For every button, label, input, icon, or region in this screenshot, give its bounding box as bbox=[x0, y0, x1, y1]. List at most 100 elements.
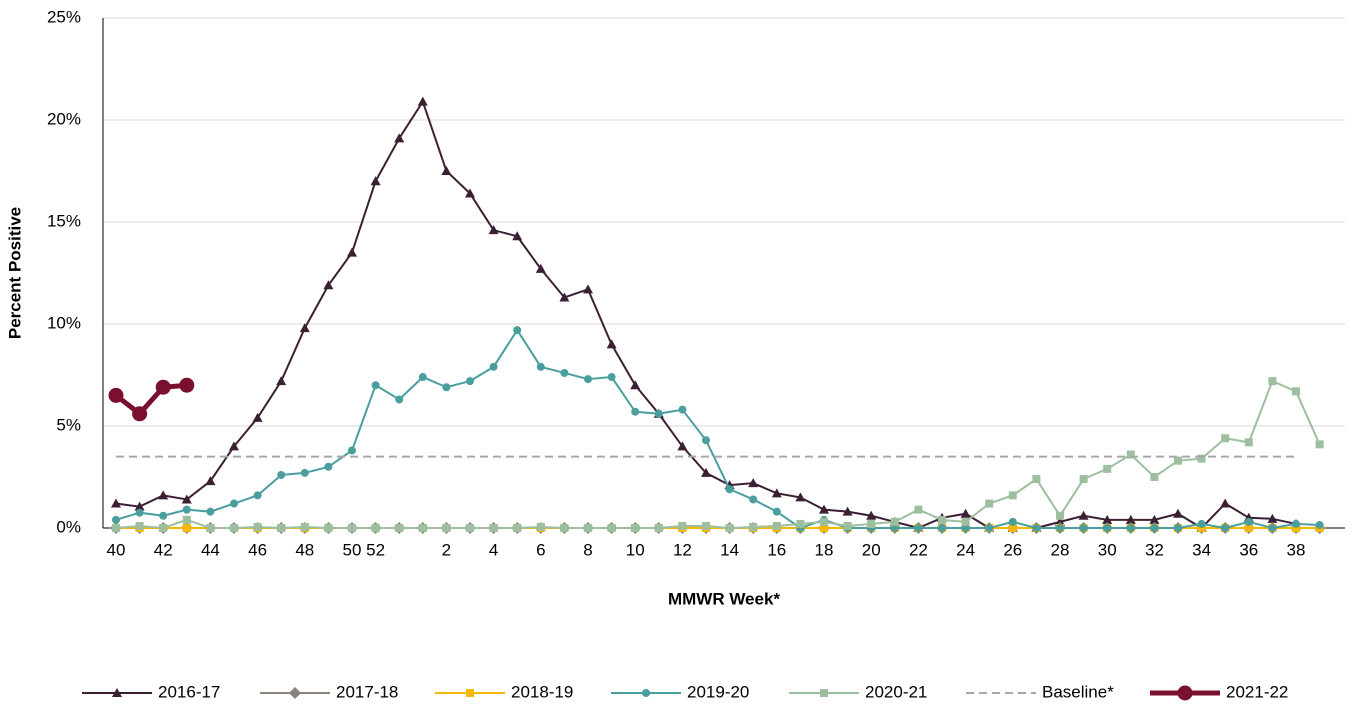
data-point bbox=[795, 492, 806, 502]
legend-marker bbox=[820, 689, 828, 697]
data-point bbox=[1055, 516, 1065, 526]
data-point bbox=[135, 508, 144, 517]
data-point bbox=[749, 522, 758, 531]
data-point bbox=[1032, 475, 1041, 484]
data-point bbox=[371, 524, 380, 532]
data-point bbox=[843, 521, 852, 530]
data-point bbox=[132, 406, 148, 422]
data-point bbox=[560, 524, 569, 532]
data-point bbox=[1244, 517, 1253, 526]
data-point bbox=[277, 470, 286, 479]
data-point bbox=[112, 524, 120, 532]
x-tick-label: 38 bbox=[1287, 540, 1306, 559]
data-point bbox=[749, 495, 758, 504]
data-point bbox=[512, 231, 523, 241]
data-point bbox=[206, 524, 215, 532]
data-point bbox=[488, 225, 499, 235]
data-point bbox=[418, 524, 427, 532]
data-point bbox=[441, 166, 452, 175]
data-point bbox=[112, 515, 120, 524]
data-point bbox=[819, 504, 829, 514]
data-point bbox=[536, 522, 545, 531]
data-point bbox=[395, 395, 404, 404]
data-point bbox=[678, 521, 687, 530]
data-point bbox=[702, 436, 710, 445]
data-point bbox=[1032, 524, 1041, 532]
x-tick-label: 2 bbox=[442, 540, 451, 559]
data-point bbox=[182, 515, 191, 524]
data-point bbox=[1268, 524, 1277, 532]
y-tick-label: 25% bbox=[47, 7, 81, 26]
y-tick-label: 10% bbox=[47, 313, 81, 332]
data-point bbox=[300, 468, 309, 477]
x-tick-label: 28 bbox=[1051, 540, 1070, 559]
data-point bbox=[560, 368, 569, 377]
data-point bbox=[277, 524, 286, 532]
data-point bbox=[206, 507, 215, 516]
x-tick-label: 22 bbox=[909, 540, 928, 559]
data-point bbox=[394, 133, 405, 143]
y-tick-label: 5% bbox=[56, 415, 81, 434]
x-tick-label: 16 bbox=[767, 540, 786, 559]
data-point bbox=[772, 521, 781, 530]
y-tick-label: 20% bbox=[47, 109, 81, 128]
data-point bbox=[867, 519, 876, 528]
series-line bbox=[115, 328, 1320, 530]
data-point bbox=[820, 524, 828, 532]
data-point bbox=[466, 377, 474, 386]
legend-label: 2020-21 bbox=[865, 682, 927, 701]
data-point bbox=[465, 188, 475, 198]
data-point bbox=[607, 524, 616, 532]
data-point bbox=[985, 524, 994, 532]
data-point bbox=[606, 339, 617, 349]
data-point bbox=[205, 476, 216, 486]
data-point bbox=[631, 524, 640, 532]
x-tick-label: 30 bbox=[1098, 540, 1117, 559]
data-point bbox=[1056, 511, 1064, 520]
data-point bbox=[1150, 473, 1159, 481]
legend-label: 2019-20 bbox=[687, 682, 749, 701]
y-axis-title: Percent Positive bbox=[5, 207, 24, 339]
data-point bbox=[677, 441, 688, 451]
data-point bbox=[230, 524, 238, 532]
x-tick-label: 20 bbox=[862, 540, 881, 559]
data-point bbox=[654, 409, 663, 418]
data-point bbox=[914, 524, 923, 532]
data-point bbox=[584, 524, 592, 532]
legend-marker bbox=[642, 689, 650, 697]
data-point bbox=[179, 377, 195, 393]
data-point bbox=[1315, 520, 1324, 529]
data-point bbox=[938, 524, 946, 532]
legend-label: 2018-19 bbox=[511, 682, 573, 701]
data-point bbox=[772, 507, 781, 516]
data-point bbox=[1221, 434, 1230, 443]
data-point bbox=[1125, 514, 1136, 524]
legend-label: 2016-17 bbox=[158, 682, 220, 701]
data-point bbox=[1292, 519, 1300, 528]
data-point bbox=[513, 326, 522, 335]
data-point bbox=[701, 467, 711, 477]
x-tick-label: 14 bbox=[720, 540, 739, 559]
legend-marker bbox=[289, 687, 301, 699]
data-point bbox=[348, 524, 356, 532]
data-point bbox=[1174, 524, 1182, 532]
data-point bbox=[395, 524, 404, 532]
data-point bbox=[134, 501, 145, 511]
data-point bbox=[1079, 475, 1088, 484]
data-point bbox=[1150, 524, 1159, 532]
data-point bbox=[108, 387, 124, 403]
data-point bbox=[820, 517, 828, 526]
legend-marker bbox=[112, 688, 122, 697]
data-point bbox=[442, 524, 451, 532]
data-point bbox=[300, 522, 309, 531]
data-point bbox=[1149, 514, 1160, 524]
x-tick-label: 26 bbox=[1003, 540, 1022, 559]
x-axis-title: MMWR Week* bbox=[668, 589, 780, 608]
data-point bbox=[135, 521, 144, 530]
data-point bbox=[1056, 524, 1064, 532]
data-point bbox=[417, 96, 428, 106]
data-point bbox=[323, 280, 334, 290]
data-point bbox=[725, 485, 734, 494]
x-tick-label: 36 bbox=[1239, 540, 1258, 559]
data-point bbox=[158, 490, 169, 500]
